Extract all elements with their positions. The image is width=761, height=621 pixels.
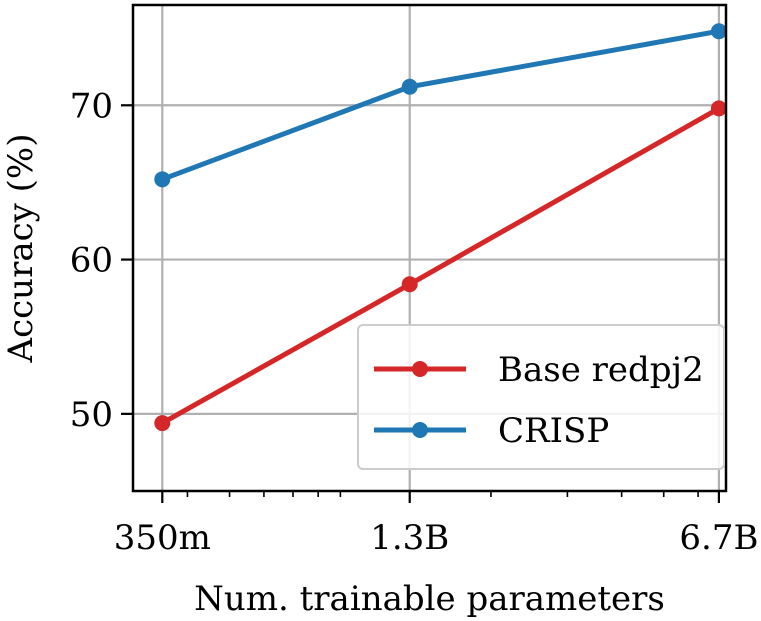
legend: Base redpj2 CRISP xyxy=(357,324,725,470)
y-tick-label: 60 xyxy=(70,241,113,281)
legend-label: CRISP xyxy=(498,411,609,451)
data-point xyxy=(401,276,418,293)
x-tick-label: 350m xyxy=(114,518,211,558)
x-tick-label: 6.7B xyxy=(679,518,758,558)
tick-layer: 350m 1.3B 6.7B 50 60 70 xyxy=(70,86,759,558)
y-tick-label: 50 xyxy=(70,395,113,435)
data-point xyxy=(401,78,418,95)
data-point xyxy=(710,23,727,40)
y-tick-label: 70 xyxy=(70,86,113,126)
data-point xyxy=(154,415,171,432)
series-layer xyxy=(154,23,727,432)
plot-frame xyxy=(131,3,728,493)
legend-box xyxy=(357,324,725,470)
y-axis-label: Accuracy (%) xyxy=(1,134,41,364)
legend-marker xyxy=(412,422,428,438)
legend-marker xyxy=(412,361,428,377)
legend-label: Base redpj2 xyxy=(498,350,704,390)
x-tick-label: 1.3B xyxy=(370,518,449,558)
data-point xyxy=(154,171,171,188)
x-axis-label: Num. trainable parameters xyxy=(194,579,665,619)
data-point xyxy=(710,100,727,117)
